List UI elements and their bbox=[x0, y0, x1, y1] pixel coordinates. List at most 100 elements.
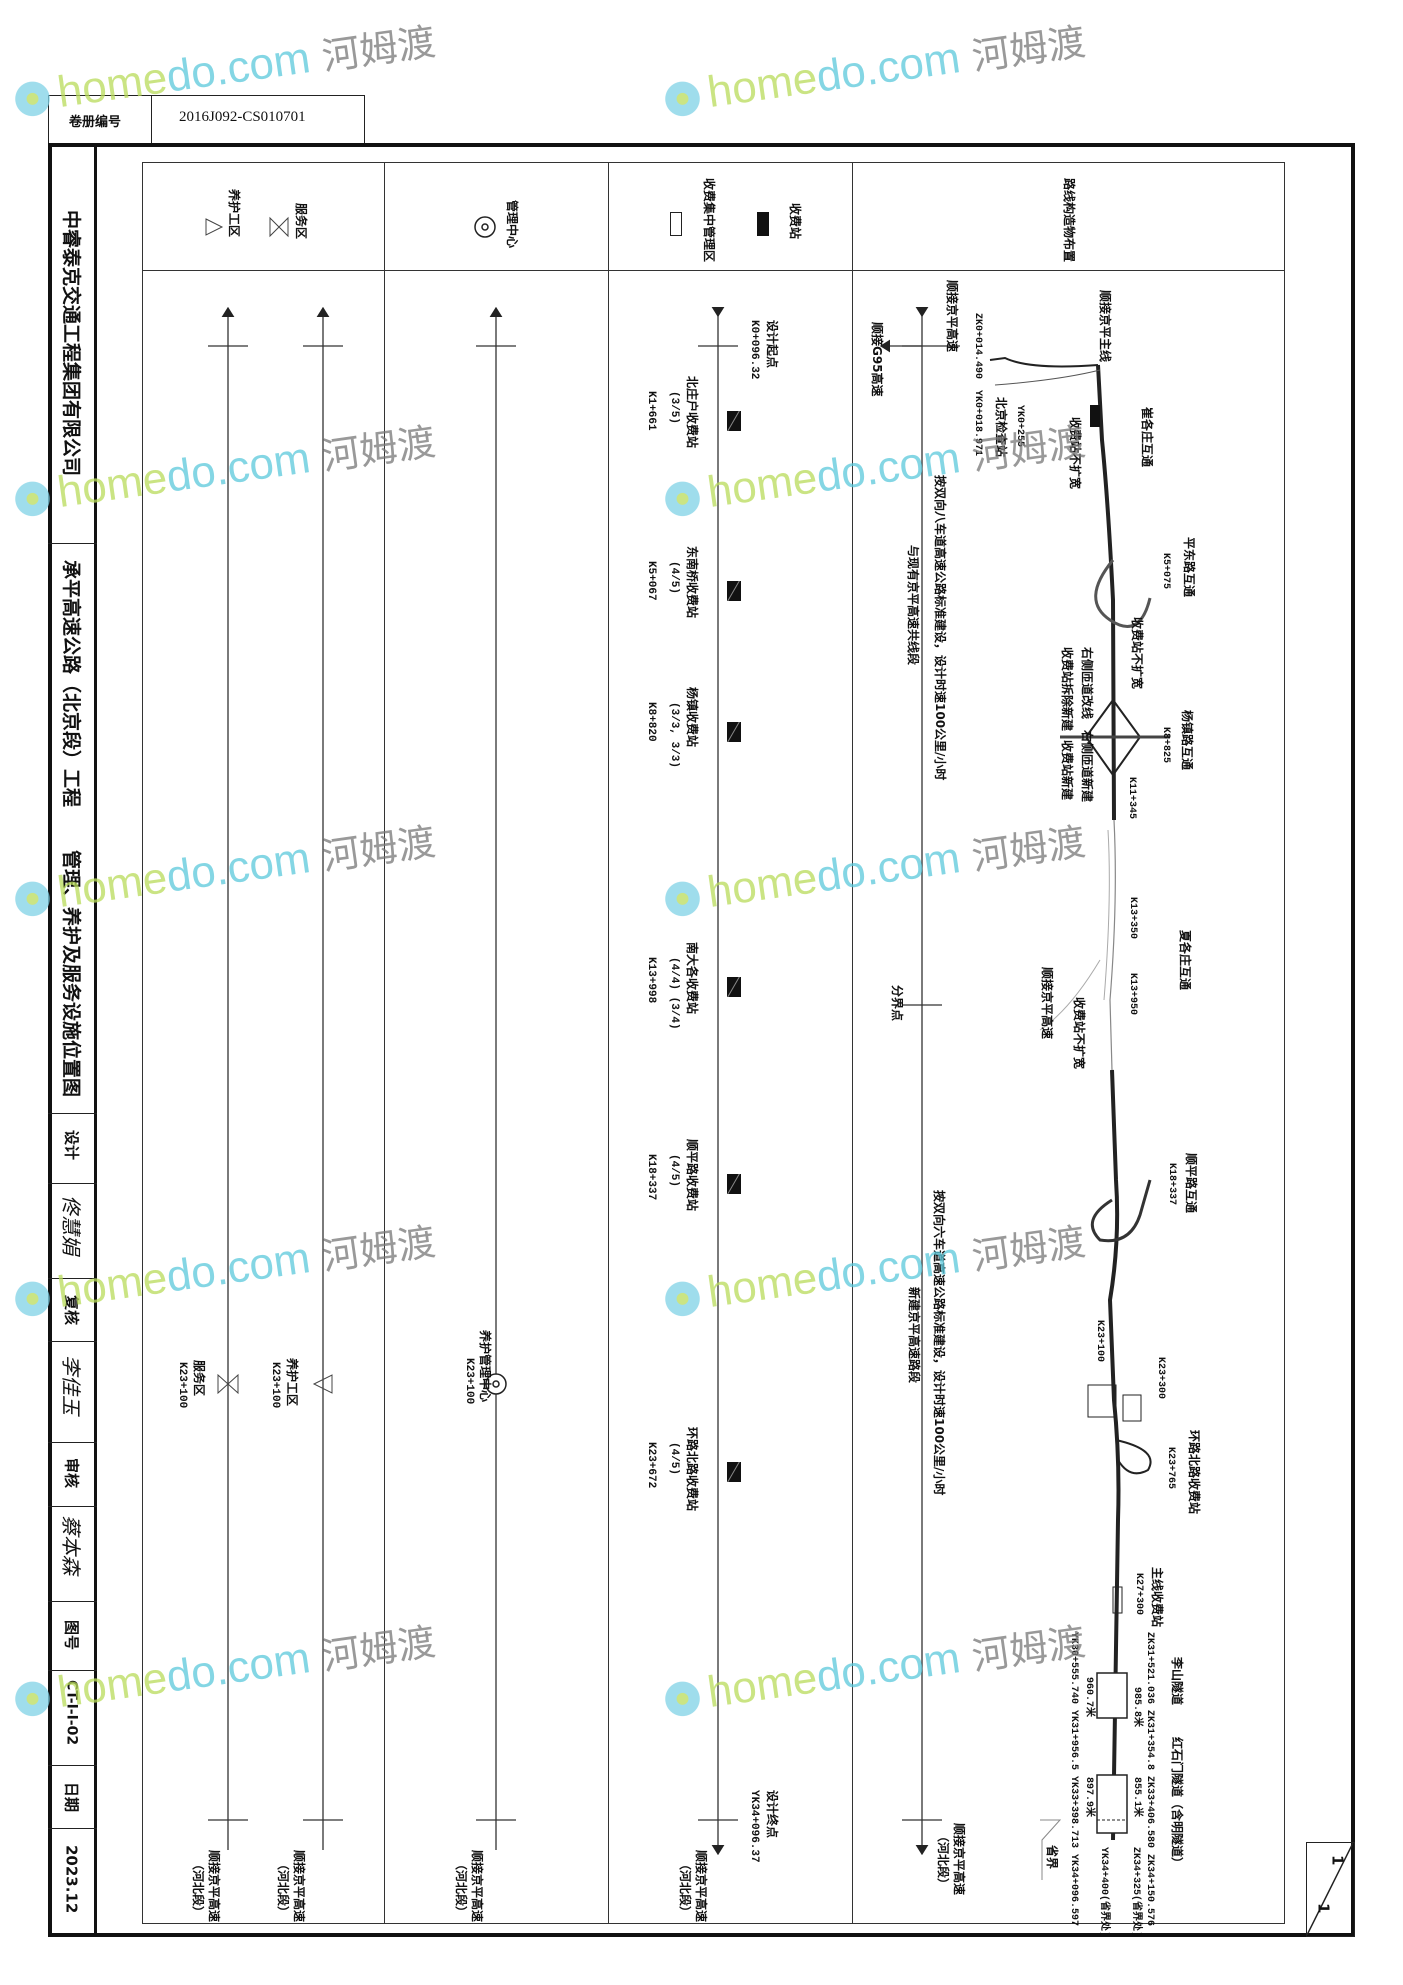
route-label-k23765: K23+765 bbox=[1165, 1447, 1176, 1490]
route-label-shared-section: 与现有京平高速共线段 bbox=[906, 545, 921, 666]
toll-center-icon bbox=[670, 212, 682, 236]
route-label-ramp-realign: 右侧匝道改线 bbox=[1080, 647, 1095, 720]
toll-station-chainage: K1+661 bbox=[645, 391, 658, 431]
route-label-len2r: 855.1米 bbox=[1131, 1777, 1142, 1818]
design-signature: 佟慧娟 bbox=[59, 1195, 83, 1255]
toll-station-marker bbox=[727, 722, 741, 742]
route-label-toll-new: 收费站新建 bbox=[1060, 740, 1075, 801]
design-label: 设计 bbox=[62, 1130, 81, 1161]
end-label: 顺接京平高速 bbox=[470, 1850, 485, 1923]
drawing-no: CT-Ⅰ-Ⅰ-02 bbox=[63, 1680, 80, 1746]
service-area-station: K23+100 bbox=[176, 1362, 189, 1409]
end-sublabel: （河北段） bbox=[454, 1858, 469, 1919]
route-label-len1l: 960.7米 bbox=[1083, 1677, 1094, 1718]
route-label-toll-rebuild: 收费站拆除新建 bbox=[1060, 647, 1075, 732]
route-label-k13350: K13+350 bbox=[1127, 897, 1138, 940]
route-label-len1r: 985.8米 bbox=[1131, 1687, 1142, 1728]
service-area-marker-icon bbox=[217, 1373, 239, 1395]
route-label-k13950: K13+950 bbox=[1127, 973, 1138, 1016]
toll-station-marker bbox=[727, 411, 741, 431]
end-label: 顺接京平高速 bbox=[207, 1850, 222, 1923]
route-label-province: 省界 bbox=[1045, 1845, 1060, 1870]
company-name: 中睿泰克交通工程集团有限公司 bbox=[59, 210, 82, 477]
route-label-k27300: K27+300 bbox=[1133, 1573, 1144, 1616]
legend-management-center: 管理中心 bbox=[505, 200, 520, 249]
route-label-connect-g95: 顺接G95高速 bbox=[870, 322, 885, 397]
toll-station-lanes: (4/5) bbox=[668, 561, 681, 595]
route-label-pingdong: 平东路互通 bbox=[1182, 537, 1197, 598]
toll-station-name: 北庄户收费站 bbox=[685, 376, 700, 449]
route-label-xiagezhuang: 夏各庄互通 bbox=[1178, 930, 1193, 991]
end-sublabel: （河北段） bbox=[276, 1858, 291, 1919]
route-label-end-sub: （河北段） bbox=[936, 1830, 951, 1891]
sheet-current: 1 bbox=[1328, 1855, 1347, 1866]
route-label-boundary: 分界点 bbox=[890, 985, 905, 1022]
route-label-zk-start: ZK0+014.490 bbox=[972, 313, 983, 380]
toll-station-marker bbox=[727, 1174, 741, 1194]
drawing-no-label: 图号 bbox=[62, 1620, 81, 1651]
drawing-frame bbox=[48, 143, 1355, 1937]
route-label-k23300: K23+300 bbox=[1155, 1357, 1166, 1400]
route-label-k23100: K23+100 bbox=[1094, 1320, 1105, 1363]
route-label-zk-tunnel: ZK31+521.036 ZK31+354.8 ZK33+406.580 ZK3… bbox=[1144, 1632, 1155, 1927]
route-label-connect-jingping: 顺接京平高速 bbox=[1040, 967, 1055, 1040]
legend-maintenance-area: 养护工区 bbox=[227, 189, 242, 238]
route-label-huanlu: 环路北路收费站 bbox=[1187, 1430, 1202, 1515]
design-end-label: 设计终点 bbox=[765, 1790, 780, 1839]
route-label-yk-255: YK0+255 bbox=[1014, 405, 1025, 448]
toll-station-chainage: K5+067 bbox=[645, 561, 658, 601]
route-label-new-section: 新建京平高速路段 bbox=[907, 1287, 922, 1384]
management-center-marker-icon bbox=[485, 1373, 507, 1395]
route-label-checkpoint: 北京检查站 bbox=[994, 397, 1009, 458]
drawing-title: 管理、养护及服务设施位置图 bbox=[59, 850, 82, 1098]
route-label-connect-jingping: 顺接京平高速 bbox=[945, 280, 960, 353]
facility-table bbox=[142, 162, 1285, 1924]
route-label-toll-no-widen: 收费站不扩宽 bbox=[1072, 997, 1087, 1070]
toll-station-chainage: K18+337 bbox=[645, 1154, 658, 1201]
route-label-yangzhen: 杨镇路互通 bbox=[1180, 710, 1195, 771]
date-value: 2023.12 bbox=[62, 1845, 81, 1914]
end-sublabel: （河北段） bbox=[678, 1858, 693, 1919]
legend-toll-center: 收费集中管理区 bbox=[702, 178, 717, 263]
management-center-label: 养护管理中心 bbox=[478, 1330, 493, 1403]
route-label-six-lane: 按双向六车道高速公路标准建设，设计时速100公里/小时 bbox=[932, 1190, 947, 1496]
volume-number-tab: 卷册编号 2016J092-CS010701 bbox=[48, 95, 365, 145]
toll-station-chainage: K23+672 bbox=[645, 1442, 658, 1489]
toll-station-marker bbox=[727, 581, 741, 601]
sheet-total: 1 bbox=[1314, 1903, 1333, 1914]
toll-station-lanes: (4/5) bbox=[668, 1442, 681, 1476]
route-label-cuigezhuang: 崔各庄互通 bbox=[1140, 407, 1155, 468]
end-label: 顺接京平高速 bbox=[292, 1850, 307, 1923]
check-signature: 李佳玉 bbox=[59, 1355, 83, 1415]
toll-station-chainage: K8+820 bbox=[645, 702, 658, 742]
toll-station-icon bbox=[757, 212, 769, 236]
toll-station-name: 南大各收费站 bbox=[685, 942, 700, 1015]
service-area-bowtie-icon bbox=[269, 216, 289, 238]
route-label-toll-no-widen: 收费站不扩宽 bbox=[1130, 617, 1145, 690]
toll-station-lanes: (3/5) bbox=[668, 391, 681, 425]
legend-route-structures: 路线构造物布置 bbox=[1062, 178, 1077, 263]
toll-station-lanes: (4/4) (3/4) bbox=[668, 957, 681, 1030]
maintenance-area-marker-icon bbox=[312, 1374, 333, 1394]
project-name: 承平高速公路（北京段）工程 bbox=[59, 560, 82, 808]
route-label-main-connect: 顺接京平主线 bbox=[1098, 290, 1113, 363]
toll-station-marker bbox=[727, 1462, 741, 1482]
design-end-station: YK34+096.37 bbox=[748, 1790, 761, 1863]
route-label-yk-start: YK0+018.971 bbox=[972, 390, 983, 457]
management-center-icon bbox=[474, 216, 496, 238]
date-label: 日期 bbox=[62, 1782, 81, 1813]
design-start-label: 设计起点 bbox=[765, 320, 780, 369]
end-label: 顺接京平高速 bbox=[694, 1850, 709, 1923]
legend-service-area: 服务区 bbox=[294, 203, 309, 240]
route-label-shunping: 顺平路互通 bbox=[1184, 1153, 1199, 1214]
legend-toll-station: 收费站 bbox=[788, 203, 803, 240]
toll-station-marker bbox=[727, 977, 741, 997]
toll-station-name: 东南桥收费站 bbox=[685, 546, 700, 619]
toll-station-lanes: (4/5) bbox=[668, 1154, 681, 1188]
route-label-ramp-new: 右侧匝道新建 bbox=[1080, 730, 1095, 803]
maintenance-area-triangle-icon bbox=[205, 218, 224, 236]
volume-number-value: 2016J092-CS010701 bbox=[179, 109, 306, 125]
route-label-k11345: K11+345 bbox=[1126, 777, 1137, 820]
